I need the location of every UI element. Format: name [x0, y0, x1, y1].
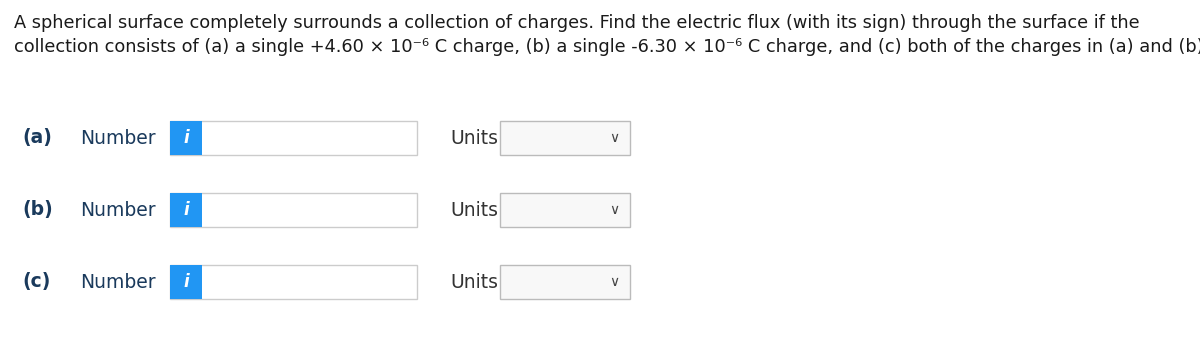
- Text: (b): (b): [22, 200, 53, 219]
- Text: i: i: [184, 201, 188, 219]
- FancyBboxPatch shape: [170, 121, 202, 155]
- Text: Units: Units: [450, 129, 498, 148]
- Text: Units: Units: [450, 273, 498, 291]
- FancyBboxPatch shape: [170, 265, 202, 299]
- Text: ∨: ∨: [608, 275, 619, 289]
- Text: (a): (a): [22, 129, 52, 148]
- Text: Units: Units: [450, 200, 498, 219]
- Text: collection consists of (a) a single +4.60 × 10⁻⁶ C charge, (b) a single -6.30 × : collection consists of (a) a single +4.6…: [14, 38, 1200, 56]
- FancyBboxPatch shape: [170, 193, 418, 227]
- Text: A spherical surface completely surrounds a collection of charges. Find the elect: A spherical surface completely surrounds…: [14, 14, 1140, 32]
- Text: (c): (c): [22, 273, 50, 291]
- Text: i: i: [184, 273, 188, 291]
- Text: Number: Number: [80, 129, 156, 148]
- FancyBboxPatch shape: [170, 121, 418, 155]
- FancyBboxPatch shape: [170, 193, 202, 227]
- FancyBboxPatch shape: [500, 265, 630, 299]
- Text: ∨: ∨: [608, 131, 619, 145]
- Text: i: i: [184, 129, 188, 147]
- FancyBboxPatch shape: [500, 193, 630, 227]
- Text: Number: Number: [80, 200, 156, 219]
- Text: ∨: ∨: [608, 203, 619, 217]
- FancyBboxPatch shape: [170, 265, 418, 299]
- Text: Number: Number: [80, 273, 156, 291]
- FancyBboxPatch shape: [500, 121, 630, 155]
